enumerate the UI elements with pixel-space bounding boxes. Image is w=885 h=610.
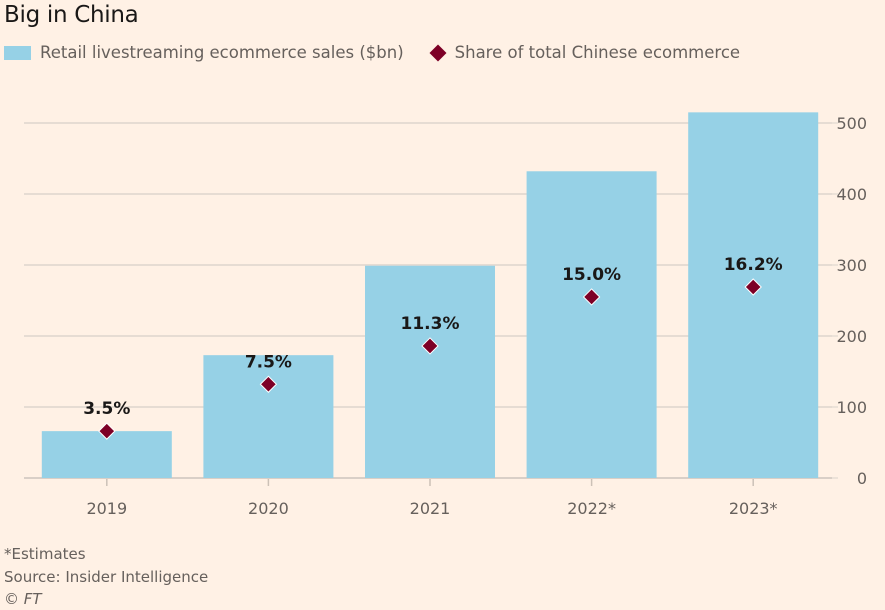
x-tick-label: 2022* — [567, 499, 616, 518]
share-marker — [582, 288, 601, 306]
y-tick-label: 0 — [857, 469, 867, 488]
legend-marker-label: Share of total Chinese ecommerce — [454, 43, 741, 62]
bar — [203, 355, 334, 478]
share-data-label: 7.5% — [245, 352, 292, 372]
x-tick-label: 2020 — [248, 499, 289, 518]
share-data-label: 15.0% — [562, 265, 621, 285]
share-data-label: 16.2% — [724, 255, 783, 275]
chart-plot: 0 100 200 300 400 500 2019 3.5% 2020 7.5% 2021 11.3… — [24, 112, 867, 518]
y-tick-label: 100 — [836, 398, 867, 417]
x-tick-label: 2019 — [86, 499, 127, 518]
share-marker — [98, 422, 116, 440]
bar — [365, 265, 495, 478]
legend: Retail livestreaming ecommerce sales ($b… — [4, 43, 740, 62]
copyright-note: © FT — [4, 590, 42, 608]
legend-bar-swatch — [4, 45, 31, 60]
chart-title: Big in China — [4, 2, 139, 28]
x-tick-label: 2023* — [729, 499, 778, 518]
share-data-label: 11.3% — [401, 314, 460, 334]
share-marker — [421, 337, 439, 355]
share-marker — [259, 375, 278, 393]
y-tick-label: 300 — [836, 256, 867, 275]
share-marker — [744, 278, 762, 296]
y-tick-label: 400 — [836, 185, 867, 204]
y-tick-label: 200 — [836, 327, 867, 346]
legend-bar-label: Retail livestreaming ecommerce sales ($b… — [40, 43, 404, 62]
source-note: Source: Insider Intelligence — [4, 568, 209, 586]
share-data-label: 3.5% — [83, 399, 130, 419]
bar — [526, 171, 657, 478]
x-tick-label: 2021 — [410, 499, 451, 518]
footnote-estimates: *Estimates — [4, 545, 86, 563]
y-tick-label: 500 — [836, 114, 867, 133]
